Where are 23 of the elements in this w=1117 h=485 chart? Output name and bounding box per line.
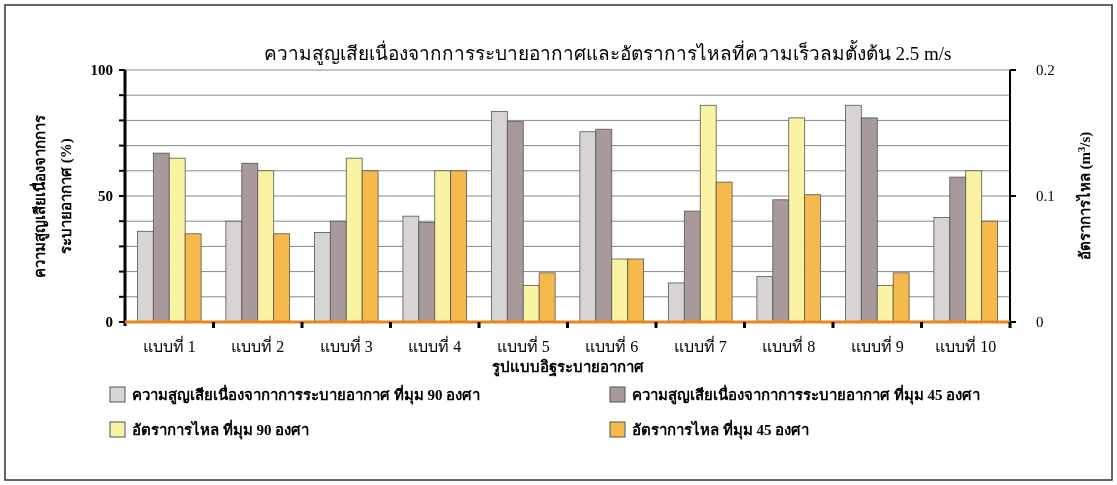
y-tick-label: 50: [98, 188, 113, 204]
x-axis-title: รูปแบบอิฐระบายอากาศ: [491, 358, 644, 377]
x-tick-label: แบบที่ 1: [142, 335, 196, 355]
y2-tick-label: 0.1: [1036, 188, 1055, 204]
x-tick-label: แบบที่ 9: [850, 335, 904, 355]
y-tick-label: 100: [90, 62, 113, 78]
y2-tick-label: 0: [1036, 314, 1044, 330]
chart-title: ความสูญเสียเนื่องจากการระบายอากาศและอัตราการไหลที่ความเร็วลมตั้งต้น 2.5 m/s: [263, 40, 952, 65]
y2-tick-label: 0.2: [1036, 62, 1055, 78]
x-tick-label: แบบที่ 7: [673, 335, 727, 355]
x-tick-label: แบบที่ 5: [496, 335, 550, 355]
legend-label: ความสูญเสียเนื่องจากาการระบายอากาศ ที่มุม 45 องศา: [632, 384, 981, 405]
x-tick-label: แบบที่ 3: [319, 335, 373, 355]
x-tick-label: แบบที่ 10: [935, 335, 997, 355]
y-axis-title: ความสูญเสียเนื่องจากการ ระบายอากาศ (%): [29, 113, 75, 278]
x-tick-label: แบบที่ 2: [231, 335, 285, 355]
y-tick-label: 0: [105, 314, 113, 330]
x-tick-label: แบบที่ 8: [762, 335, 816, 355]
x-tick-label: แบบที่ 4: [408, 335, 462, 355]
legend-label: ความสูญเสียเนื่องจากาการระบายอากาศ ที่มุม 90 องศา: [132, 384, 481, 405]
legend-label: อัตราการไหล ที่มุม 45 องศา: [632, 419, 810, 440]
x-tick-label: แบบที่ 6: [585, 335, 639, 355]
legend-label: อัตราการไหล ที่มุม 90 องศา: [132, 419, 310, 440]
